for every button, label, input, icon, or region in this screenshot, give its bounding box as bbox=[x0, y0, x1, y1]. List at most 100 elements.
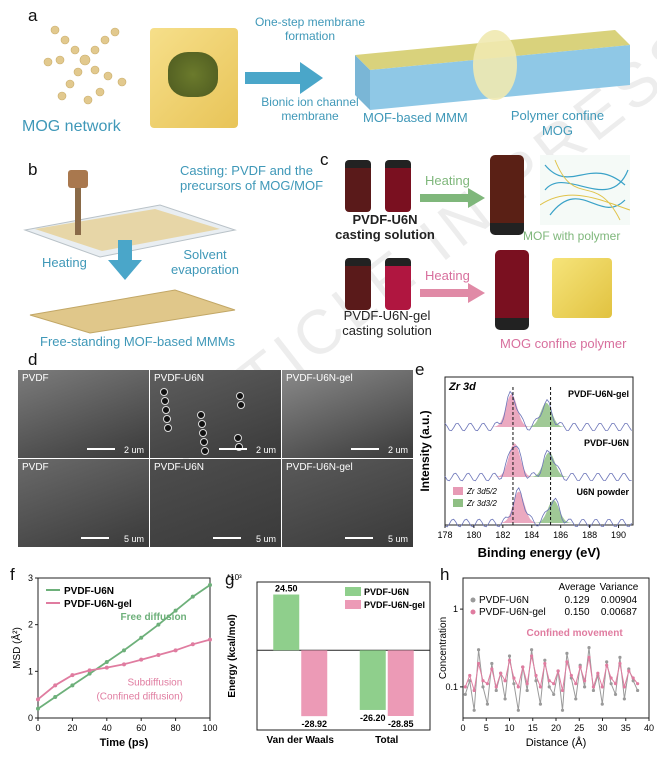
chart-title: Zr 3d bbox=[448, 381, 476, 393]
data-point bbox=[104, 660, 109, 664]
data-point bbox=[609, 682, 613, 686]
x-category-label: Van der Waals bbox=[267, 735, 335, 746]
series-label: PVDF-U6N bbox=[584, 438, 629, 448]
data-point bbox=[543, 661, 547, 666]
bionic-channel-label: Bionic ion channel membrane bbox=[261, 95, 359, 123]
data-point bbox=[600, 702, 604, 706]
x-tick-label: 180 bbox=[466, 530, 481, 540]
data-point bbox=[560, 708, 565, 712]
data-point bbox=[463, 685, 467, 689]
mof-with-polymer-label: MOF with polymer bbox=[523, 229, 621, 243]
data-point bbox=[494, 685, 498, 689]
data-point bbox=[208, 637, 212, 642]
x-tick-label: 186 bbox=[553, 530, 568, 540]
annotation-confined: (Confined diffusion) bbox=[96, 691, 183, 702]
data-point bbox=[468, 673, 472, 678]
data-point bbox=[622, 697, 626, 701]
peak-zr3d32 bbox=[520, 452, 578, 477]
data-point bbox=[591, 688, 596, 693]
data-point bbox=[582, 679, 587, 683]
data-point bbox=[587, 655, 591, 659]
chart-h: Average Variance PVDF-U6N 0.129 0.00904 PVDF-… bbox=[438, 577, 654, 749]
data-point bbox=[605, 663, 609, 667]
legend-label: PVDF-U6N bbox=[364, 587, 409, 597]
data-point bbox=[578, 665, 582, 669]
data-point bbox=[565, 660, 569, 664]
data-point bbox=[565, 651, 569, 655]
data-point bbox=[104, 665, 109, 670]
data-point bbox=[529, 654, 534, 658]
arrow-down-icon bbox=[108, 240, 142, 280]
data-point bbox=[521, 665, 525, 669]
scale-bar bbox=[351, 448, 379, 450]
data-point bbox=[516, 708, 520, 712]
data-point bbox=[618, 655, 622, 659]
data-point bbox=[627, 669, 631, 673]
data-point bbox=[485, 702, 490, 706]
data-point bbox=[70, 673, 75, 678]
sem-tile-label: PVDF bbox=[22, 373, 49, 384]
data-point bbox=[139, 657, 144, 662]
vial-u6n-1 bbox=[345, 160, 371, 212]
polymer-confine-label: Polymer confine MOG bbox=[510, 108, 605, 138]
legend-swatch bbox=[453, 487, 463, 495]
x-tick-label: 25 bbox=[574, 723, 584, 733]
data-point bbox=[122, 662, 126, 667]
x-tick-label: 80 bbox=[171, 723, 181, 733]
sem-tile-label: PVDF-U6N bbox=[154, 462, 205, 473]
spectrum-line bbox=[444, 390, 632, 432]
chart-e: Zr 3d PVDF-U6N-gel PVDF-U6N U6N powder Zr 3d… bbox=[418, 376, 634, 560]
y-axis-label: Energy (kcal/mol) bbox=[227, 614, 238, 697]
data-point bbox=[481, 685, 485, 689]
sem-tile: PVDF 2 um bbox=[18, 370, 149, 458]
data-point bbox=[512, 682, 516, 686]
peak-zr3d32 bbox=[517, 402, 576, 427]
arrow-right-icon bbox=[245, 62, 323, 94]
data-label: -26.20 bbox=[360, 713, 386, 723]
legend-swatch bbox=[453, 499, 463, 507]
mog-confine-cube bbox=[552, 258, 612, 318]
mog-cube bbox=[150, 28, 238, 128]
panel-label-h: h bbox=[440, 565, 450, 584]
series-line bbox=[464, 655, 638, 691]
data-point bbox=[618, 661, 622, 666]
x-tick-label: 0 bbox=[460, 723, 465, 733]
x-tick-label: 190 bbox=[611, 530, 626, 540]
bar bbox=[301, 650, 328, 717]
data-point bbox=[538, 702, 543, 706]
sem-tile: PVDF 5 um bbox=[18, 459, 149, 547]
data-point bbox=[87, 668, 92, 673]
table-average: 0.150 bbox=[564, 607, 589, 618]
data-point bbox=[503, 679, 507, 683]
mof-mmm-label: MOF-based MMM bbox=[363, 110, 468, 125]
x-tick-label: 182 bbox=[495, 530, 510, 540]
data-point bbox=[529, 648, 534, 652]
table-row-name: PVDF-U6N-gel bbox=[479, 607, 546, 618]
panel-label-b: b bbox=[28, 160, 38, 179]
legend-label: PVDF-U6N bbox=[64, 586, 114, 597]
data-point bbox=[516, 685, 520, 689]
data-label: -28.92 bbox=[301, 719, 327, 729]
y-tick-label: 3 bbox=[28, 573, 33, 583]
data-point bbox=[538, 685, 543, 689]
scale-label: 2 um bbox=[255, 445, 276, 455]
annotation-confined: Confined movement bbox=[527, 628, 624, 639]
data-point bbox=[190, 642, 195, 647]
plot-frame bbox=[256, 581, 431, 731]
arrow-green-icon bbox=[420, 188, 485, 208]
data-point bbox=[631, 676, 635, 680]
x-category-label: Total bbox=[375, 735, 398, 746]
data-point bbox=[87, 671, 92, 676]
y-axis-label: MSD (Å²) bbox=[10, 627, 23, 669]
data-point bbox=[156, 653, 161, 657]
peak-zr3d52 bbox=[485, 443, 544, 477]
panel-label-c: c bbox=[320, 150, 329, 169]
sem-tile-label: PVDF-U6N bbox=[154, 373, 205, 384]
data-point bbox=[53, 683, 58, 688]
panel-label-e: e bbox=[415, 360, 425, 379]
y-tick-label: 1 bbox=[453, 604, 458, 614]
legend-marker bbox=[470, 609, 476, 615]
legend-label: PVDF-U6N-gel bbox=[64, 599, 132, 610]
data-point bbox=[208, 583, 212, 587]
legend-label: PVDF-U6N-gel bbox=[364, 600, 425, 610]
